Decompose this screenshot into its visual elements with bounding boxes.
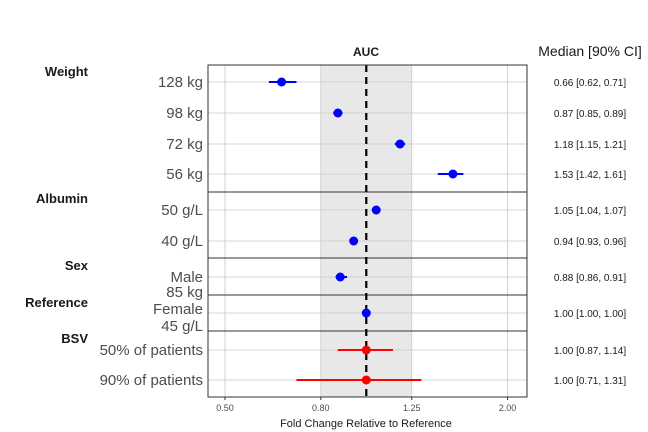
- data-mark-layer: [268, 77, 464, 385]
- row-label-line: 45 g/L: [161, 318, 203, 335]
- label-layer: Weight 128 kg 0.66 [0.62, 0.71] 98 kg 0.87 […: [25, 64, 626, 389]
- row-label: 56 kg: [166, 166, 203, 183]
- group-label: Reference: [25, 295, 88, 310]
- median-point: [349, 236, 359, 246]
- ci-label: 0.94 [0.93, 0.96]: [554, 237, 627, 248]
- group-separator-layer: [208, 191, 527, 332]
- group-label: BSV: [61, 331, 88, 346]
- ci-label: 1.00 [0.71, 1.31]: [554, 376, 627, 387]
- row-label: 98 kg: [166, 105, 203, 122]
- row-label: 50% of patients: [100, 342, 203, 359]
- group-label: Albumin: [36, 191, 88, 206]
- median-point: [333, 108, 343, 118]
- group-label: Sex: [65, 258, 89, 273]
- ci-label: 0.88 [0.86, 0.91]: [554, 273, 627, 284]
- median-point: [361, 375, 371, 385]
- row-label: 40 g/L: [161, 233, 203, 250]
- x-axis: 0.50 0.80 1.25 2.00: [216, 397, 516, 413]
- row-label-line: 85 kg: [166, 284, 203, 301]
- row-label: 50 g/L: [161, 202, 203, 219]
- x-tick-label: 0.80: [312, 403, 330, 413]
- x-tick-label: 2.00: [499, 403, 517, 413]
- median-point: [448, 169, 458, 179]
- ci-column-title: Median [90% CI]: [538, 43, 642, 59]
- row-label: 85 kg Female 45 g/L: [153, 284, 203, 335]
- chart-title: AUC: [353, 45, 379, 59]
- row-label: Male: [170, 269, 203, 286]
- median-point: [361, 345, 371, 355]
- row-label-line: Female: [153, 301, 203, 318]
- median-point: [395, 139, 405, 149]
- median-point: [371, 205, 381, 215]
- x-axis-title: Fold Change Relative to Reference: [280, 418, 452, 430]
- ci-label: 1.05 [1.04, 1.07]: [554, 206, 627, 217]
- median-point: [277, 77, 287, 87]
- ci-label: 0.66 [0.62, 0.71]: [554, 78, 627, 89]
- row-label: 128 kg: [158, 74, 203, 91]
- x-tick-label: 0.50: [216, 403, 234, 413]
- ci-label: 1.00 [0.87, 1.14]: [554, 346, 627, 357]
- x-tick-label: 1.25: [403, 403, 421, 413]
- group-label: Weight: [45, 64, 89, 79]
- ci-label: 0.87 [0.85, 0.89]: [554, 109, 627, 120]
- row-label: 90% of patients: [100, 372, 203, 389]
- ci-label: 1.53 [1.42, 1.61]: [554, 170, 627, 181]
- ci-label: 1.00 [1.00, 1.00]: [554, 309, 627, 320]
- median-point: [361, 308, 371, 318]
- median-point: [335, 272, 345, 282]
- panel-border: [207, 64, 528, 398]
- ci-label: 1.18 [1.15, 1.21]: [554, 140, 627, 151]
- row-label: 72 kg: [166, 136, 203, 153]
